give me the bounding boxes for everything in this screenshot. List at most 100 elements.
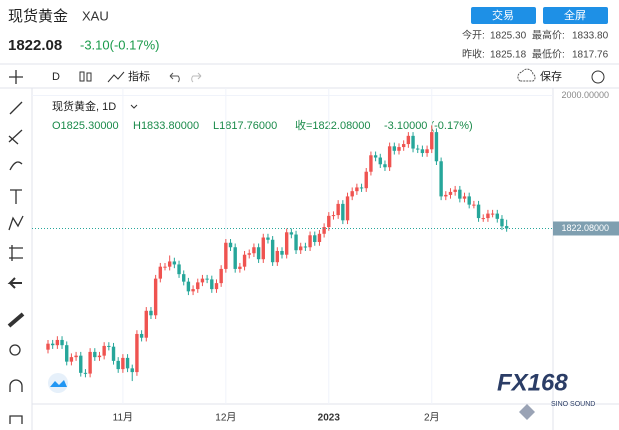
candle-body: [172, 261, 177, 265]
candle-body: [364, 171, 368, 189]
candle-body: [458, 189, 462, 199]
text-tool[interactable]: [10, 189, 22, 204]
candle-body: [102, 345, 106, 356]
candle-body: [205, 278, 209, 280]
candle-body: [369, 155, 373, 172]
candle-body: [373, 155, 378, 158]
measure-tool[interactable]: [9, 245, 23, 261]
candle-body: [116, 360, 120, 370]
legend-dropdown[interactable]: [130, 104, 138, 109]
save[interactable]: 保存: [540, 69, 562, 83]
candle-body: [331, 215, 336, 217]
lock-tool[interactable]: [9, 415, 23, 424]
candle-body: [313, 235, 317, 243]
candle-body: [125, 357, 130, 369]
candle-body: [504, 226, 509, 229]
candle-body: [495, 213, 499, 219]
candle-body: [111, 346, 116, 361]
candle-body: [121, 357, 125, 370]
candle-body: [130, 368, 134, 373]
candle-body: [252, 247, 256, 254]
legend-close: 收=1822.08000: [295, 118, 371, 132]
candle-body: [261, 237, 265, 260]
candle-body: [420, 149, 425, 154]
ruler-tool[interactable]: [7, 312, 25, 328]
candle-body: [500, 218, 504, 227]
candle-body: [65, 345, 69, 362]
candle-body: [327, 215, 331, 228]
scroll-button[interactable]: [519, 404, 535, 420]
candle-body: [439, 161, 443, 197]
fullscreen-button-label[interactable]: 全屏: [564, 8, 586, 22]
candle-body: [476, 204, 481, 219]
x-tick-label: 2023: [318, 413, 341, 424]
legend-change: -3.10000 (-0.17%): [384, 120, 473, 132]
candle-body: [107, 345, 111, 347]
crosshair-tool[interactable]: [9, 70, 23, 84]
candle-body: [144, 310, 148, 338]
candle-body: [182, 274, 186, 282]
candle-body: [242, 254, 247, 267]
cloud-icon[interactable]: [517, 68, 536, 82]
watermark-logo: FX168: [497, 369, 568, 396]
candle-body: [280, 250, 284, 255]
candle-body: [200, 278, 205, 283]
candle-body: [406, 135, 411, 145]
y-tick-label: 2000.00000: [561, 90, 609, 100]
candle-body: [467, 196, 471, 205]
trade-button-label[interactable]: 交易: [492, 8, 514, 22]
candle-body: [336, 203, 340, 216]
candle-body: [177, 264, 181, 275]
x-tick-label: 12月: [215, 412, 236, 424]
candle-body: [191, 289, 195, 292]
back-tool[interactable]: [7, 277, 22, 289]
indicator-icon[interactable]: [107, 71, 125, 83]
pattern-tool[interactable]: [8, 215, 24, 231]
candle-body: [79, 355, 83, 373]
zoom-tool[interactable]: [9, 344, 21, 356]
candle-body: [69, 357, 74, 362]
candle-body: [397, 147, 401, 151]
redo-icon[interactable]: [191, 72, 202, 83]
candle-body: [219, 268, 223, 284]
candle-body: [387, 146, 392, 168]
candle-body: [238, 266, 242, 269]
candle-body: [186, 281, 191, 292]
candle-body: [97, 355, 102, 358]
candle-body: [434, 132, 439, 162]
brush-tool[interactable]: [9, 161, 23, 171]
last-price-label: 1822.08000: [561, 223, 609, 233]
candle-body: [416, 148, 420, 150]
trade-button[interactable]: [471, 7, 536, 24]
watermark-sub: SINO SOUND: [551, 401, 595, 408]
stat-label: 昨收:: [462, 48, 485, 61]
symbol: XAU: [82, 8, 109, 23]
trendline-tool[interactable]: [9, 101, 23, 115]
candle-body: [284, 232, 289, 255]
settings-icon[interactable]: [591, 70, 605, 84]
candle-body: [355, 187, 359, 192]
instrument-name: 现货黄金: [8, 8, 68, 25]
indicators[interactable]: 指标: [128, 69, 150, 83]
candle-body: [481, 218, 485, 220]
candle-body: [60, 339, 64, 346]
price: 1822.08: [8, 37, 62, 54]
undo-icon[interactable]: [169, 72, 180, 83]
candle-body: [93, 351, 97, 358]
last-price-box: [553, 221, 619, 236]
fullscreen-button[interactable]: [543, 7, 608, 24]
candle-body: [247, 253, 251, 255]
magnet-tool[interactable]: [9, 379, 23, 392]
stat-label: 最低价:: [532, 48, 565, 61]
fib-tool[interactable]: [8, 129, 23, 145]
candle-body: [411, 135, 415, 149]
candle-body: [444, 194, 448, 197]
candle-body: [341, 203, 345, 221]
candle-type-icon[interactable]: [79, 71, 92, 82]
tv-logo[interactable]: [48, 373, 68, 393]
legend-low: L1817.76000: [213, 120, 277, 132]
candle-body: [345, 196, 350, 221]
candle-body: [448, 191, 453, 195]
interval[interactable]: D: [52, 71, 60, 83]
